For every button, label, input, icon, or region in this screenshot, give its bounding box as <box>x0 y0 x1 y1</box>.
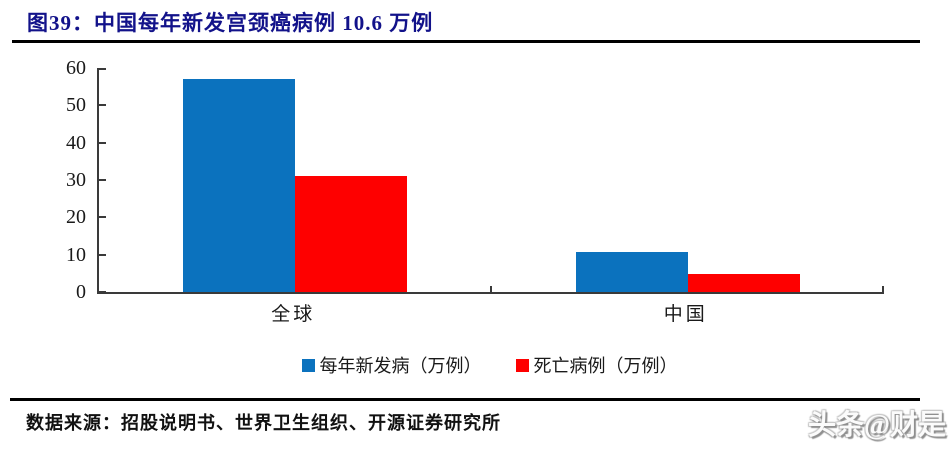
y-axis-label-20: 20 <box>66 206 86 229</box>
y-axis-tick <box>99 291 106 293</box>
bar-new-cases-0 <box>183 79 296 292</box>
bar-deaths-0 <box>295 176 408 292</box>
y-axis-label-0: 0 <box>76 281 86 303</box>
y-axis-label-30: 30 <box>66 169 86 191</box>
data-source-text: 数据来源：招股说明书、世界卫生组织、开源证券研究所 <box>26 413 501 433</box>
x-axis-tick <box>489 286 492 292</box>
x-axis-tick <box>882 286 884 292</box>
y-axis-label-40: 40 <box>66 131 86 154</box>
legend-label: 每年新发病（万例） <box>319 356 482 376</box>
y-axis-tick <box>99 253 106 256</box>
legend-label: 死亡病例（万例） <box>533 356 678 376</box>
y-axis-tick <box>99 179 106 181</box>
source-rule <box>10 398 920 401</box>
bar-new-cases-1 <box>575 252 688 292</box>
legend-item-deaths: 死亡病例（万例） <box>515 352 678 378</box>
y-axis-label-10: 10 <box>66 243 86 266</box>
y-axis-label-50: 50 <box>66 94 86 117</box>
title-rule <box>12 40 920 43</box>
y-axis-labels: 0 10 20 30 40 50 60 <box>30 57 86 303</box>
x-axis-labels: 全球 中国 <box>97 299 882 327</box>
legend-swatch-icon <box>515 358 529 372</box>
plot-area <box>97 68 884 294</box>
x-axis-label-1: 中国 <box>663 304 708 325</box>
y-axis-tick <box>99 68 106 70</box>
chart-legend: 每年新发病（万例） 死亡病例（万例） <box>97 352 882 378</box>
y-axis-tick <box>99 104 106 107</box>
bar-deaths-1 <box>687 274 800 292</box>
watermark-text: 头条@财是 <box>807 410 946 441</box>
x-axis-label-0: 全球 <box>271 304 316 325</box>
legend-swatch-icon <box>301 358 315 372</box>
y-axis-tick <box>99 216 106 219</box>
y-axis-label-60: 60 <box>66 57 86 79</box>
y-axis-tick <box>99 141 106 144</box>
figure-title: 图39：中国每年新发宫颈癌病例 10.6 万例 <box>27 11 434 35</box>
legend-item-new-cases: 每年新发病（万例） <box>301 352 482 378</box>
